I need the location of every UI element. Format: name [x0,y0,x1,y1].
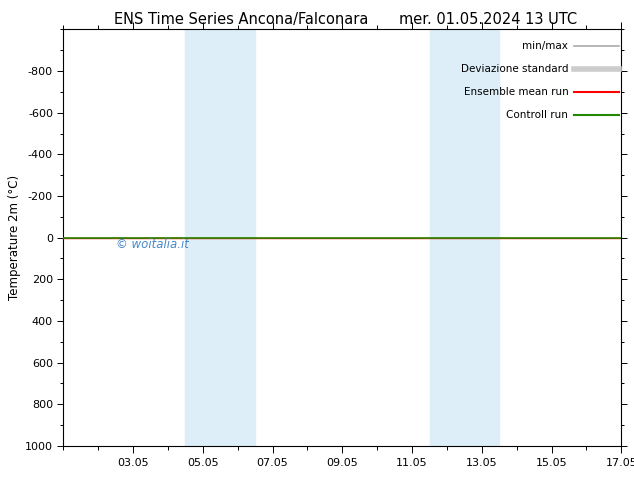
Text: min/max: min/max [522,41,568,51]
Text: Deviazione standard: Deviazione standard [461,64,568,74]
Text: mer. 01.05.2024 13 UTC: mer. 01.05.2024 13 UTC [399,12,578,27]
Y-axis label: Temperature 2m (°C): Temperature 2m (°C) [8,175,21,300]
Text: Ensemble mean run: Ensemble mean run [463,87,568,97]
Bar [429,29,500,446]
Text: Controll run: Controll run [507,110,568,120]
Text: © woitalia.it: © woitalia.it [115,238,188,251]
Bar [185,29,255,446]
Text: ENS Time Series Ancona/Falconara: ENS Time Series Ancona/Falconara [114,12,368,27]
